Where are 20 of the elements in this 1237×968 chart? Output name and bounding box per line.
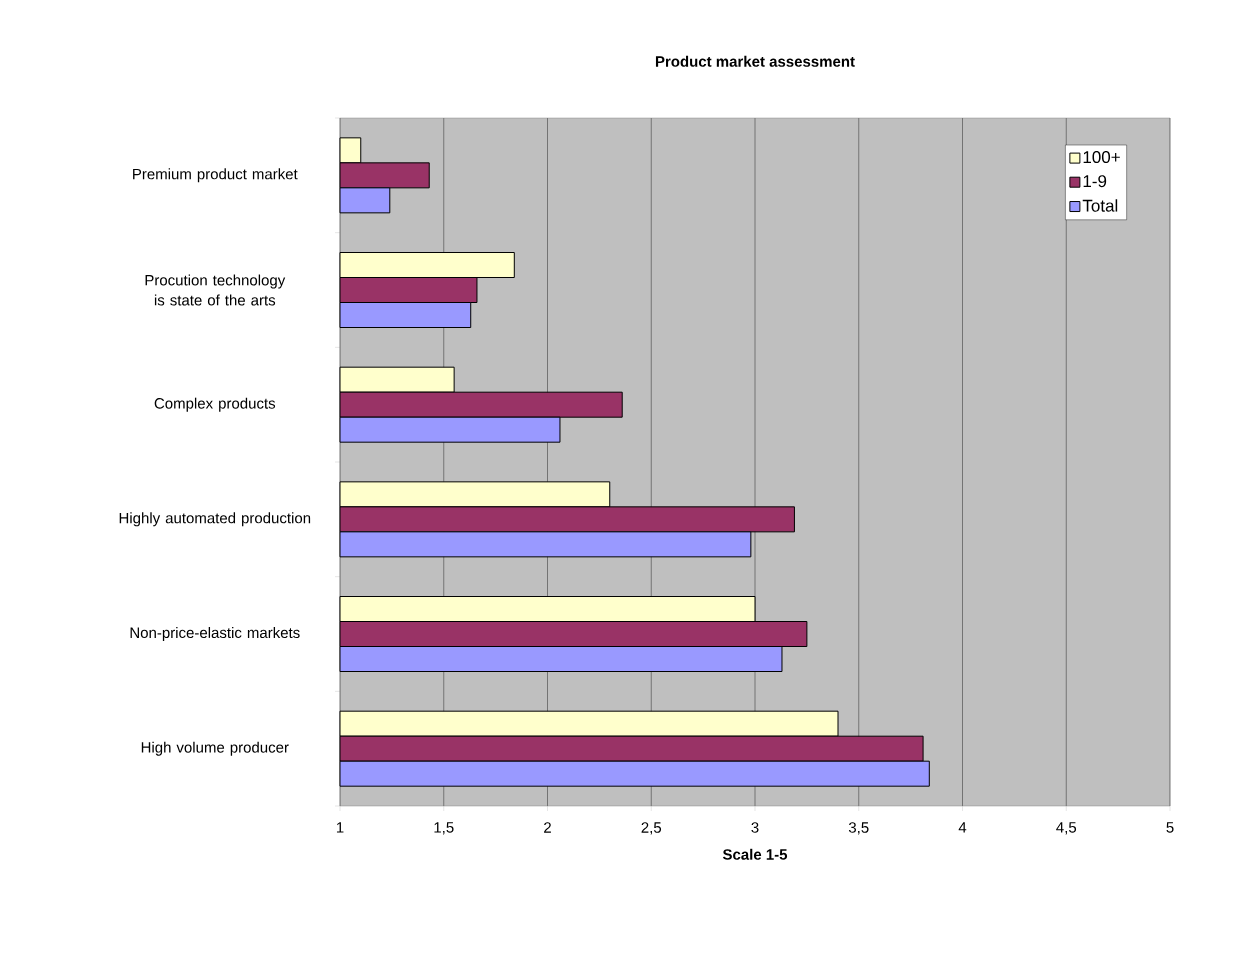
y-tick-label: High volume producer: [141, 741, 289, 756]
legend-label: 100+: [1083, 151, 1120, 164]
y-tick-label: Procution technology is state of the arts: [145, 274, 286, 306]
y-tick-label: Non-price-elastic markets: [130, 627, 300, 641]
y-tick-label: Highly automated production: [119, 512, 311, 527]
x-tick-label: 2,5: [641, 822, 662, 835]
legend-label: Total: [1082, 199, 1118, 212]
x-axis-title: Scale 1-5: [722, 848, 788, 860]
y-tick-label: Premium product market: [133, 168, 298, 183]
x-tick-label: 3,5: [848, 822, 869, 835]
chart-title: Product market assessment: [655, 55, 855, 67]
x-tick-label: 1: [336, 822, 344, 833]
x-tick-label: 3: [751, 822, 759, 833]
x-tick-label: 4,5: [1056, 822, 1077, 835]
y-tick-label: Complex products: [154, 397, 276, 412]
x-tick-label: 2: [544, 822, 551, 833]
legend-label: 1-9: [1083, 175, 1107, 188]
x-tick-label: 4: [958, 822, 967, 833]
x-tick-label: 5: [1166, 822, 1174, 833]
x-tick-label: 1,5: [434, 822, 454, 835]
